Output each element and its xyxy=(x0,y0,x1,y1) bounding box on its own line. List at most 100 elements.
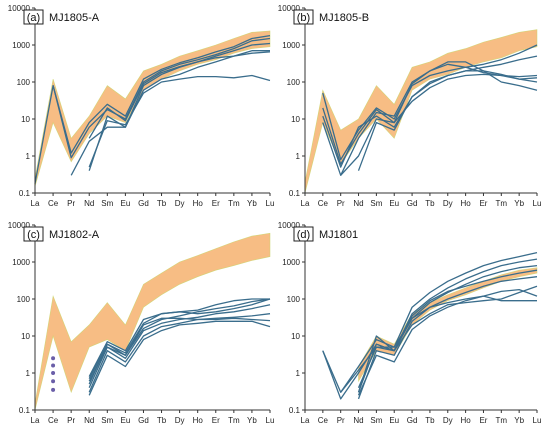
x-tick-label: La xyxy=(301,416,310,425)
x-tick-label: Ce xyxy=(318,199,329,208)
y-tick-label: 1000 xyxy=(12,41,30,50)
x-tick-label: Lu xyxy=(266,416,275,425)
panel-tag: (d) xyxy=(297,229,310,241)
x-tick-label: Sm xyxy=(370,199,382,208)
x-tick-label: Dy xyxy=(443,416,453,425)
series-line-4 xyxy=(357,276,538,400)
y-tick-label: 0.1 xyxy=(19,406,31,415)
y-tick-label: 1000 xyxy=(282,41,300,50)
data-dot-4 xyxy=(51,387,56,392)
x-tick-label: Er xyxy=(212,416,220,425)
x-tick-label: Sm xyxy=(370,416,382,425)
panel-tag: (b) xyxy=(297,12,310,24)
series-line-2 xyxy=(340,264,538,393)
series-line-0 xyxy=(34,34,271,184)
x-tick-label: Yb xyxy=(514,416,524,425)
x-tick-label: Ho xyxy=(193,416,204,425)
x-tick-label: Yb xyxy=(247,199,257,208)
x-tick-label: Er xyxy=(479,416,487,425)
y-tick-label: 100 xyxy=(17,78,31,87)
series-line-5 xyxy=(357,288,538,396)
series-line-5 xyxy=(357,70,538,171)
range-band xyxy=(304,29,538,194)
x-tick-label: Dy xyxy=(175,416,185,425)
panel-title: MJ1801 xyxy=(319,229,358,241)
x-tick-label: La xyxy=(301,199,310,208)
x-tick-label: Eu xyxy=(120,199,130,208)
range-band xyxy=(34,232,271,411)
x-tick-label: Lu xyxy=(266,199,275,208)
panel-0: 0.1 1 10 100 1000 10000 La Ce Pr Nd Sm Eu Gd Tb Dy Ho Er… xyxy=(8,4,275,208)
series-line-0 xyxy=(322,251,538,393)
panel-tag-box xyxy=(23,9,44,25)
x-tick-label: Lu xyxy=(533,416,542,425)
panel-title: MJ1805-A xyxy=(49,12,100,24)
panel-title: MJ1805-B xyxy=(319,12,369,24)
x-tick-label: Nd xyxy=(353,416,363,425)
series-line-1 xyxy=(88,313,271,393)
y-tick-label: 10000 xyxy=(278,221,301,230)
x-tick-label: Dy xyxy=(443,199,453,208)
panel-tag-box xyxy=(23,226,44,242)
data-dot-0 xyxy=(51,356,56,361)
series-line-0 xyxy=(322,44,538,161)
x-tick-label: Ce xyxy=(318,416,329,425)
x-tick-label: Nd xyxy=(84,416,94,425)
x-tick-label: Tm xyxy=(496,416,508,425)
x-tick-label: Dy xyxy=(175,199,185,208)
x-tick-label: Sm xyxy=(101,416,113,425)
x-tick-label: Pr xyxy=(67,416,75,425)
y-tick-label: 10000 xyxy=(278,4,301,13)
y-tick-label: 100 xyxy=(17,295,31,304)
series-line-0 xyxy=(88,320,271,396)
panel-tag: (c) xyxy=(27,229,40,241)
x-tick-label: Ce xyxy=(48,199,59,208)
series-line-1 xyxy=(52,37,271,159)
x-tick-label: Gd xyxy=(138,199,149,208)
x-tick-label: Tb xyxy=(425,416,435,425)
x-tick-label: Nd xyxy=(84,199,94,208)
y-tick-label: 100 xyxy=(287,295,301,304)
data-dot-1 xyxy=(51,363,56,368)
x-tick-label: Tm xyxy=(228,199,240,208)
x-tick-label: Er xyxy=(479,199,487,208)
range-band xyxy=(358,267,538,383)
x-tick-label: Gd xyxy=(407,199,418,208)
x-tick-label: Tb xyxy=(157,416,167,425)
data-dot-3 xyxy=(51,379,56,384)
panel-3: 0.1 1 10 100 1000 10000 La Ce Pr Nd Sm Eu Gd Tb Dy Ho Er… xyxy=(278,221,542,425)
x-tick-label: Er xyxy=(212,199,220,208)
y-tick-label: 10 xyxy=(21,332,30,341)
series-line-7 xyxy=(357,295,537,388)
y-tick-label: 10000 xyxy=(8,221,31,230)
series-line-3 xyxy=(357,269,538,393)
x-tick-label: Tb xyxy=(157,199,167,208)
x-tick-label: Gd xyxy=(407,416,418,425)
series-line-4 xyxy=(88,74,271,168)
x-tick-label: Eu xyxy=(389,199,399,208)
x-tick-label: Sm xyxy=(101,199,113,208)
x-tick-label: Lu xyxy=(533,199,542,208)
series-line-6 xyxy=(357,285,538,393)
x-tick-label: Gd xyxy=(138,416,149,425)
series-line-1 xyxy=(322,258,538,400)
x-tick-label: Pr xyxy=(67,199,75,208)
data-dot-2 xyxy=(51,371,56,375)
panel-1: 0.1 1 10 100 1000 10000 La Ce Pr Nd Sm Eu Gd Tb Dy Ho Er… xyxy=(278,4,542,208)
series-line-4 xyxy=(88,298,271,382)
series-line-2 xyxy=(88,304,271,388)
x-tick-label: La xyxy=(31,199,40,208)
y-tick-label: 1 xyxy=(296,369,301,378)
series-line-2 xyxy=(322,55,538,168)
panel-tag-box xyxy=(293,9,314,25)
y-tick-label: 1 xyxy=(26,152,31,161)
series-line-3 xyxy=(88,317,271,385)
x-tick-label: Pr xyxy=(337,416,345,425)
x-tick-label: Eu xyxy=(389,416,399,425)
x-tick-label: Tb xyxy=(425,199,435,208)
x-tick-label: Ho xyxy=(193,199,204,208)
panel-tag: (a) xyxy=(27,12,40,24)
x-tick-label: Ho xyxy=(460,416,471,425)
y-tick-label: 1 xyxy=(26,369,31,378)
x-tick-label: Pr xyxy=(337,199,345,208)
